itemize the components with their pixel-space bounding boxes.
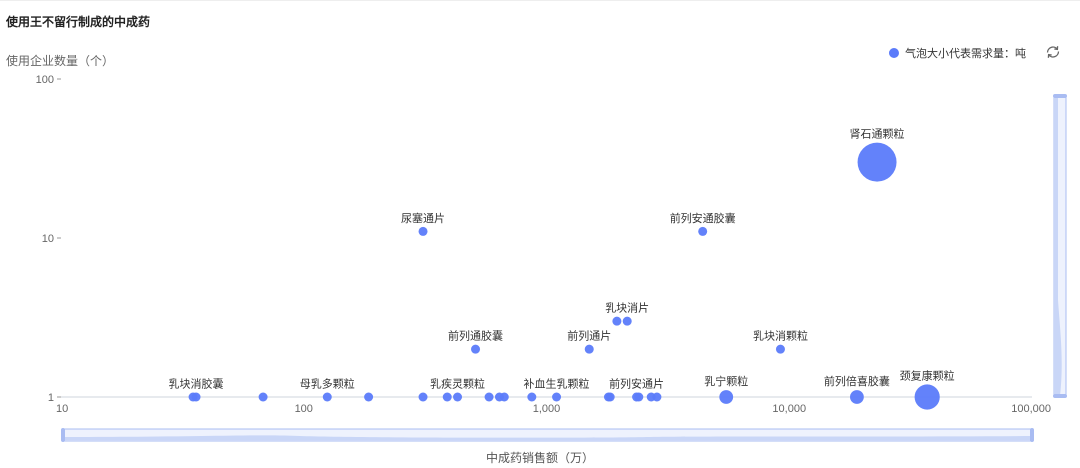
bubble-label: 前列通胶囊 xyxy=(448,329,503,343)
bubble-point[interactable] xyxy=(652,392,662,402)
y-zoom-slider[interactable] xyxy=(1053,94,1067,398)
bubble-label: 前列安通胶囊 xyxy=(670,211,736,225)
bubble-label: 乳块消胶囊 xyxy=(169,377,224,391)
y-tick-label: 1 xyxy=(48,392,54,404)
y-tick-label: 100 xyxy=(36,74,54,86)
bubble-point[interactable] xyxy=(698,226,708,236)
x-zoom-preview xyxy=(63,435,1032,440)
bubble-label: 乳块消颗粒 xyxy=(753,329,808,343)
bubble-point[interactable] xyxy=(418,226,428,236)
bubble-point[interactable] xyxy=(634,392,644,402)
x-zoom-slider[interactable] xyxy=(61,428,1034,442)
bubble-point[interactable] xyxy=(552,392,562,402)
bubble-point[interactable] xyxy=(719,390,734,404)
bubble-point[interactable] xyxy=(612,316,622,326)
bubble-label: 前列通片 xyxy=(567,329,611,343)
bubble-point[interactable] xyxy=(442,392,452,402)
y-zoom-handle-bottom[interactable] xyxy=(1053,394,1067,398)
bubble-point[interactable] xyxy=(775,344,785,354)
bubble-point[interactable] xyxy=(622,316,632,326)
bubble-labels: 乳块消胶囊 母乳多颗粒 乳疾灵颗粒 补血生乳颗粒 前列安通片 乳宁颗粒 前列倍喜胶囊 颈复康颗… xyxy=(169,127,955,391)
bubble-point[interactable] xyxy=(527,392,537,402)
y-zoom-preview xyxy=(1054,96,1062,396)
bubble-point[interactable] xyxy=(850,390,864,404)
x-tick-label: 10,000 xyxy=(772,403,806,415)
y-tick-label: 10 xyxy=(42,233,54,245)
bubble-point[interactable] xyxy=(914,384,940,410)
bubble-label: 颈复康颗粒 xyxy=(900,368,955,382)
x-axis-ticks: 10 100 1,000 10,000 100,000 xyxy=(56,403,1051,415)
y-axis-ticks: 1 10 100 xyxy=(36,74,61,404)
bubble-point[interactable] xyxy=(418,392,428,402)
top-divider xyxy=(0,0,1080,1)
x-axis-label: 中成药销售额（万） xyxy=(485,451,594,465)
legend-dot-icon xyxy=(889,48,899,58)
bubble-label: 母乳多颗粒 xyxy=(300,377,355,391)
y-zoom-handle-top[interactable] xyxy=(1053,94,1067,98)
bubble-label: 前列安通片 xyxy=(609,377,664,391)
x-tick-label: 10 xyxy=(56,403,68,415)
x-tick-label: 100,000 xyxy=(1011,403,1051,415)
bubble-point[interactable] xyxy=(191,392,201,402)
bubble-label: 尿塞通片 xyxy=(401,211,445,225)
bubble-point[interactable] xyxy=(484,392,494,402)
bubble-label: 乳疾灵颗粒 xyxy=(430,377,485,391)
bubble-point[interactable] xyxy=(322,392,332,402)
legend-text: 气泡大小代表需求量：吨 xyxy=(905,48,1026,60)
bubble-point[interactable] xyxy=(453,392,463,402)
bubble-label: 肾石通颗粒 xyxy=(850,127,905,141)
bubble-point[interactable] xyxy=(258,392,268,402)
x-tick-label: 1,000 xyxy=(533,403,561,415)
chart-title: 使用王不留行制成的中成药 xyxy=(6,15,151,29)
bubble-point[interactable] xyxy=(857,142,897,182)
bubble-point[interactable] xyxy=(605,392,615,402)
x-zoom-handle-left[interactable] xyxy=(61,428,65,442)
x-tick-label: 100 xyxy=(295,403,313,415)
bubble-label: 前列倍喜胶囊 xyxy=(824,374,890,388)
bubble-label: 乳块消片 xyxy=(605,301,649,315)
x-zoom-handle-right[interactable] xyxy=(1030,428,1034,442)
refresh-icon[interactable] xyxy=(1044,43,1062,61)
bubble-series xyxy=(188,142,940,410)
bubble-point[interactable] xyxy=(471,344,481,354)
bubble-label: 补血生乳颗粒 xyxy=(524,377,590,391)
bubble-label: 乳宁颗粒 xyxy=(704,374,748,388)
bubble-point[interactable] xyxy=(364,392,374,402)
bubble-size-legend[interactable]: 气泡大小代表需求量：吨 xyxy=(889,45,1026,61)
bubble-point[interactable] xyxy=(584,344,594,354)
bubble-point[interactable] xyxy=(499,392,509,402)
y-axis-label: 使用企业数量（个） xyxy=(6,54,115,68)
